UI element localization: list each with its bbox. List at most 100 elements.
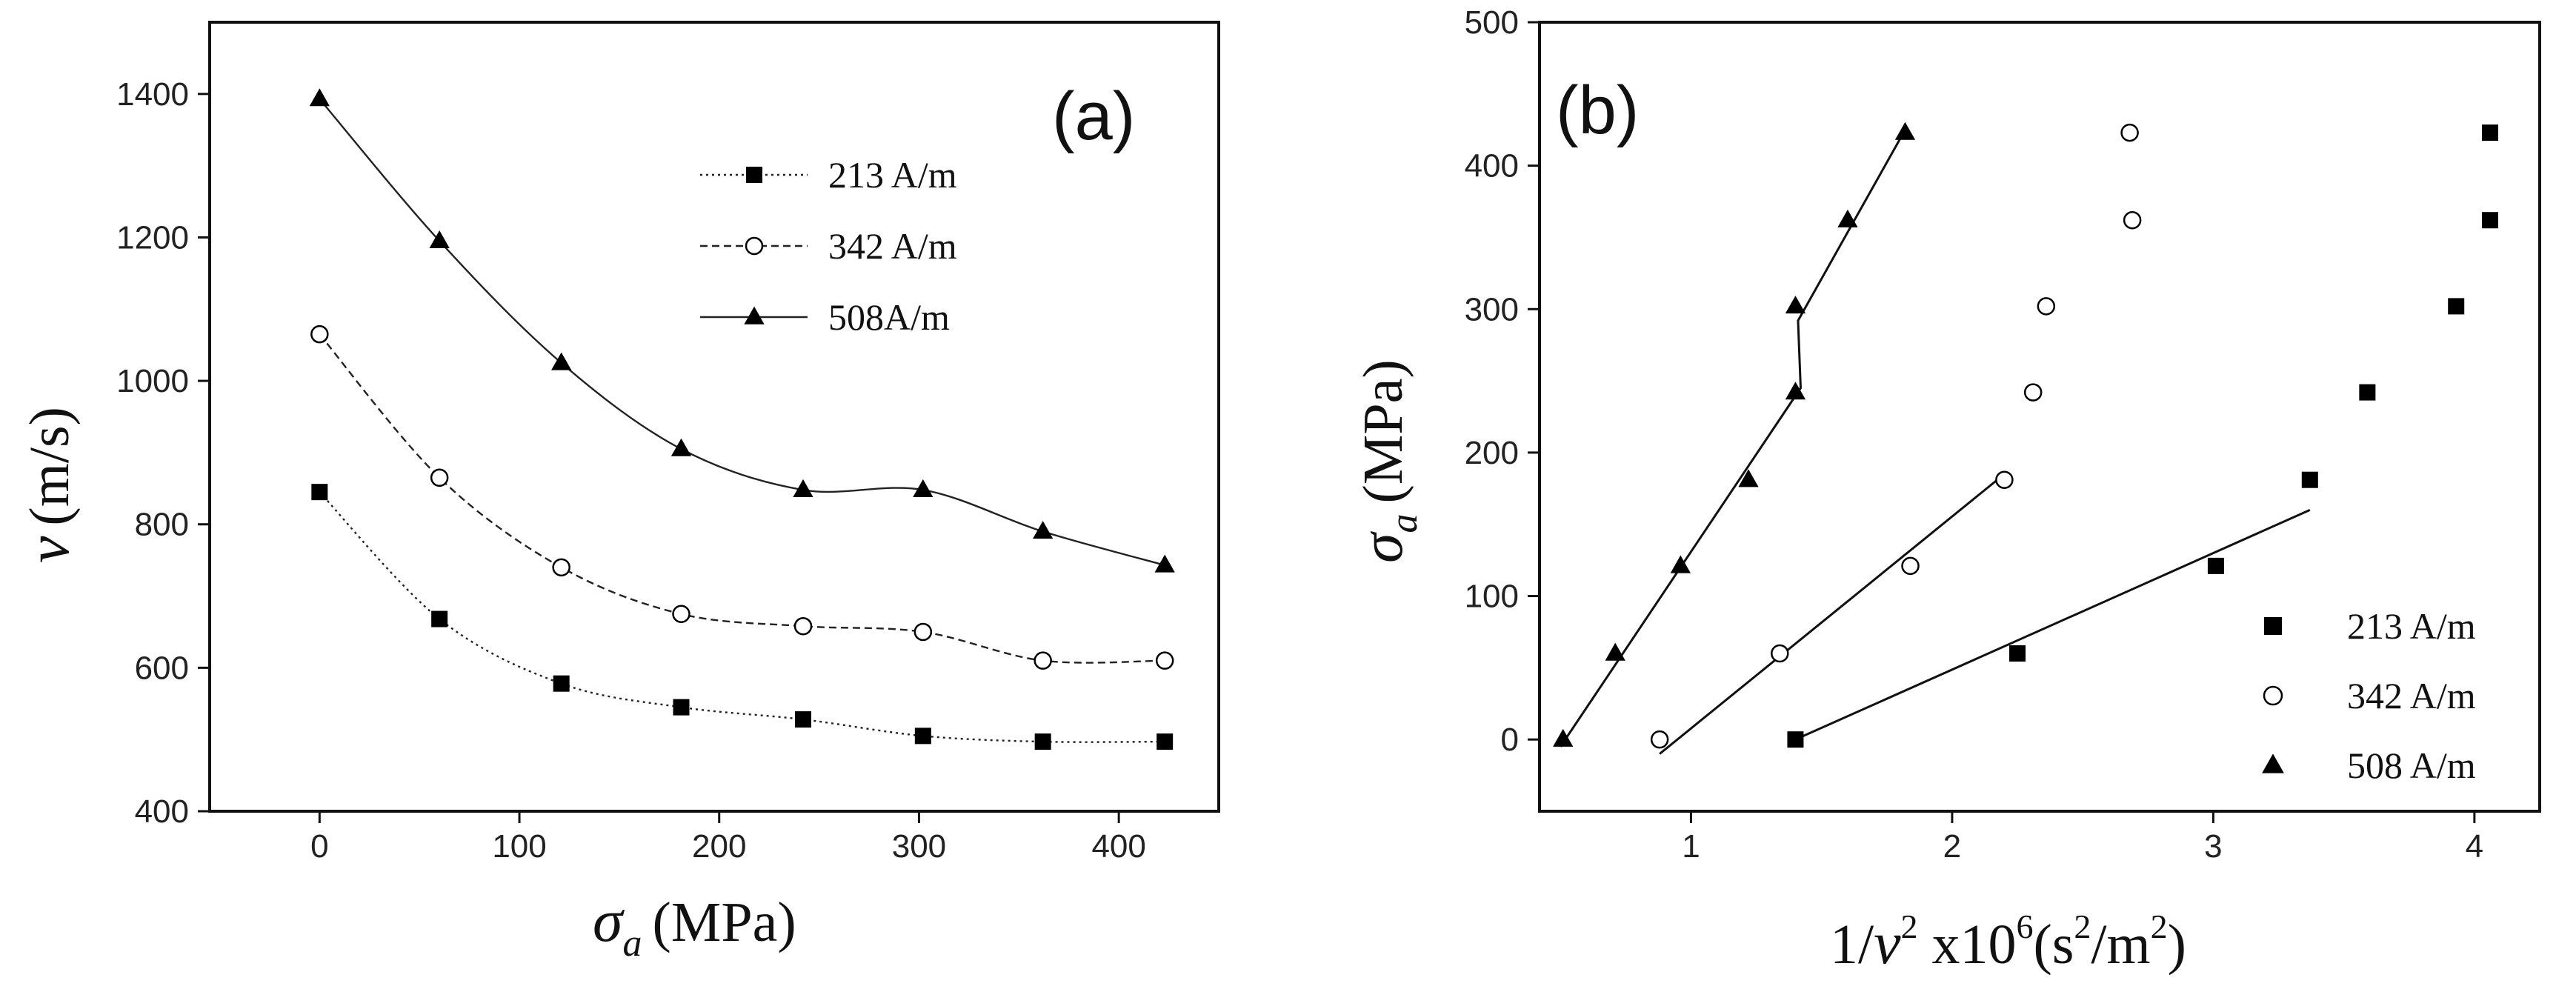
y-tick-label-b: 100 bbox=[1465, 579, 1519, 615]
data-point-circle-open-b bbox=[1995, 470, 2014, 489]
x-tick-label-a: 100 bbox=[492, 828, 546, 865]
data-point-circle-open-a bbox=[1155, 651, 1174, 670]
data-point-square-a bbox=[673, 699, 690, 716]
data-point-square-b bbox=[2207, 557, 2224, 574]
y-axis-unit-b: (MPa) bbox=[1352, 359, 1414, 503]
data-point-triangle-a bbox=[429, 230, 450, 248]
data-point-triangle-a bbox=[309, 88, 330, 107]
data-point-circle-open-b bbox=[1771, 644, 1789, 663]
x-axis-title-a: σa (MPa) bbox=[593, 887, 796, 965]
x-axis-sup4-b: 2 bbox=[2151, 908, 2168, 945]
data-point-square-a bbox=[311, 484, 328, 501]
panel-label-a: (a) bbox=[1052, 79, 1135, 154]
x-tick-label-a: 200 bbox=[692, 828, 746, 865]
x-axis-unit-a: (MPa) bbox=[652, 891, 796, 953]
y-axis-symbol-a: v bbox=[14, 536, 81, 563]
data-point-square-b bbox=[1787, 731, 1804, 748]
x-tick-label-b: 1 bbox=[1682, 828, 1700, 865]
data-point-triangle-a bbox=[1154, 554, 1175, 573]
x-tick-label-a: 400 bbox=[1091, 828, 1145, 865]
x-tick-label-b: 2 bbox=[1943, 828, 1961, 865]
x-axis-sup3-b: 2 bbox=[2074, 908, 2091, 945]
data-point-circle-open-a bbox=[913, 622, 933, 642]
data-point-circle-open-a bbox=[310, 324, 329, 344]
x-tick-label-b: 3 bbox=[2204, 828, 2222, 865]
y-tick-label-b: 200 bbox=[1465, 435, 1519, 471]
series-line-2-a bbox=[319, 333, 1165, 664]
x-axis-subscript-a: a bbox=[622, 922, 642, 965]
y-tick-label-a: 800 bbox=[135, 507, 189, 543]
y-tick-label-b: 400 bbox=[1465, 148, 1519, 184]
data-point-circle-open-b bbox=[2023, 383, 2043, 402]
data-point-square-a bbox=[1034, 733, 1051, 750]
data-point-triangle-a bbox=[551, 352, 572, 370]
x-axis-sup1-b: 2 bbox=[1901, 908, 1918, 945]
plot-frame-a bbox=[208, 21, 1220, 813]
data-point-circle-open-a bbox=[552, 558, 570, 577]
legend-a: 213 A/m 342 A/m 508A/m bbox=[700, 154, 957, 338]
y-tick-label-a: 600 bbox=[135, 650, 189, 686]
x-axis-unit2-b: /m bbox=[2091, 913, 2150, 976]
data-point-square-b bbox=[2301, 471, 2318, 488]
data-point-circle-open-b bbox=[1650, 730, 1669, 749]
fit-line-2-b bbox=[1659, 473, 2006, 755]
data-point-circle-open-b bbox=[2123, 210, 2142, 230]
axes-b: 1 2 3 4 0 100 200 300 400 500 bbox=[1465, 4, 2484, 865]
data-point-circle-open-a bbox=[672, 605, 690, 623]
legend-label-a: 508A/m bbox=[828, 296, 950, 338]
panel-label-b: (b) bbox=[1556, 73, 1639, 148]
data-point-triangle-b bbox=[1553, 728, 1574, 747]
y-tick-label-a: 1200 bbox=[116, 219, 189, 256]
series-line-3-a bbox=[319, 98, 1165, 567]
data-point-triangle-b bbox=[1894, 121, 1916, 140]
x-axis-var-b: v bbox=[1874, 909, 1901, 976]
y-axis-unit-a: (m/s) bbox=[19, 407, 81, 525]
data-point-circle-open-a bbox=[430, 468, 449, 487]
data-point-square-a bbox=[553, 675, 570, 692]
x-axis-symbol-a: σ bbox=[593, 887, 625, 954]
axes-a: 0 100 200 300 400 400 600 800 1000 1200 1400 bbox=[116, 76, 1146, 865]
panel-a: (a) 0 100 200 300 400 400 600 800 1000 1200 1400 2… bbox=[14, 21, 1220, 965]
series-markers-a bbox=[309, 88, 1175, 750]
y-tick-label-a: 1000 bbox=[116, 363, 189, 399]
y-tick-label-b: 300 bbox=[1465, 291, 1519, 327]
legend-marker-b bbox=[2264, 617, 2282, 635]
data-point-triangle-b bbox=[1785, 296, 1806, 314]
data-point-triangle-b bbox=[1837, 209, 1858, 227]
data-point-circle-open-a bbox=[1034, 651, 1052, 670]
legend-marker-a bbox=[746, 167, 762, 183]
x-tick-label-b: 4 bbox=[2466, 828, 2483, 865]
x-tick-label-a: 300 bbox=[892, 828, 946, 865]
data-point-square-b bbox=[2009, 645, 2026, 662]
legend-label-a: 213 A/m bbox=[828, 154, 957, 196]
legend-marker-a bbox=[745, 236, 764, 256]
plot-frame-b bbox=[1538, 21, 2541, 813]
y-axis-title-b: σa (MPa) bbox=[1348, 359, 1425, 563]
series-markers-b bbox=[1553, 121, 2499, 749]
panel-b: (b) 1 2 3 4 0 100 200 300 400 500 213 A/m 342 A/m 5… bbox=[1348, 4, 2541, 976]
data-point-triangle-b bbox=[1670, 555, 1691, 573]
legend-marker-b bbox=[2263, 685, 2283, 706]
legend-marker-a bbox=[744, 306, 765, 324]
data-point-triangle-b bbox=[1785, 382, 1806, 400]
data-point-square-a bbox=[1156, 733, 1174, 750]
series-lines-a bbox=[319, 98, 1165, 743]
data-point-square-b bbox=[2359, 384, 2376, 401]
y-axis-title-a: v (m/s) bbox=[14, 407, 81, 563]
x-tick-label-a: 0 bbox=[310, 828, 328, 865]
data-point-circle-open-b bbox=[2120, 123, 2139, 142]
legend-label-a: 342 A/m bbox=[828, 225, 957, 267]
x-axis-sup2-b: 6 bbox=[2017, 908, 2034, 945]
data-point-triangle-a bbox=[1033, 521, 1054, 539]
data-point-square-a bbox=[431, 610, 448, 628]
data-point-circle-open-b bbox=[1901, 556, 1920, 576]
legend-label-b: 342 A/m bbox=[2347, 675, 2476, 716]
data-point-triangle-a bbox=[913, 479, 933, 497]
data-point-triangle-b bbox=[1738, 469, 1759, 487]
data-point-triangle-b bbox=[1605, 642, 1625, 661]
y-tick-label-b: 0 bbox=[1501, 722, 1519, 758]
fit-line-1-b bbox=[1794, 508, 2311, 741]
y-axis-subscript-b: a bbox=[1383, 514, 1425, 533]
data-point-square-b bbox=[2448, 298, 2465, 315]
